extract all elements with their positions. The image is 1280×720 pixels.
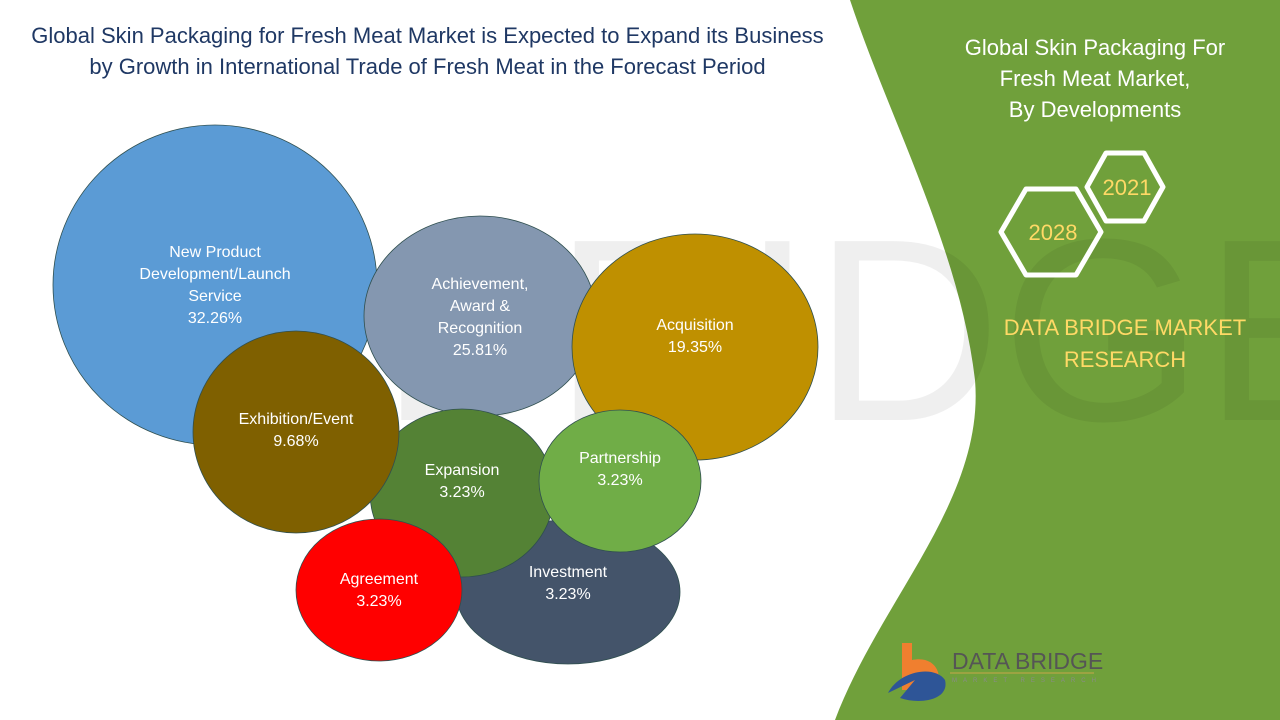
year-label: 2021 — [1103, 175, 1152, 200]
brand-line: RESEARCH — [1063, 347, 1187, 372]
bubble-agreement — [295, 518, 463, 662]
logo-icon — [888, 643, 946, 701]
bubble-label: Expansion 3.23% — [425, 462, 500, 501]
hexagon-icon — [998, 186, 1104, 278]
bubble-label: Acquisition 19.35% — [656, 317, 733, 356]
brand-text: DATA BRIDGE MARKET RESEARCH — [980, 312, 1270, 376]
year-hexagons: 2021 2028 — [998, 150, 1166, 278]
year-label: 2028 — [1029, 220, 1078, 245]
bubble-chart: New Product Development/Launch Service 32.2… — [52, 124, 819, 665]
bubble-label: Partnership 3.23% — [579, 450, 661, 489]
bubble-label: Investment 3.23% — [529, 564, 608, 603]
page-title: Global Skin Packaging for Fresh Meat Mar… — [31, 23, 824, 79]
brand-line: DATA BRIDGE MARKET — [1003, 315, 1247, 340]
logo-subtext: MARKET RESEARCH — [952, 678, 1102, 684]
bubble-achievement-award-recognition — [363, 215, 597, 417]
bubble-label: New Product Development/Launch Service 32.2… — [139, 244, 290, 327]
logo-text: DATA BRIDGE — [952, 648, 1104, 674]
bubble-partnership — [538, 409, 702, 553]
side-title-line: Fresh Meat Market, — [999, 66, 1191, 91]
green-side-panel — [835, 0, 1280, 720]
side-panel-title: Global Skin Packaging For Fresh Meat Mar… — [930, 32, 1260, 125]
bubble-label: Exhibition/Event 9.68% — [239, 411, 354, 450]
bubble-exhibition-event — [192, 330, 400, 534]
bubble-label: Agreement 3.23% — [340, 571, 419, 610]
hexagon-icon — [1084, 150, 1166, 224]
side-title-line: By Developments — [1008, 97, 1182, 122]
side-title-line: Global Skin Packaging For — [964, 35, 1226, 60]
bubble-label: Achievement, Award & Recognition 25.81% — [432, 276, 529, 359]
